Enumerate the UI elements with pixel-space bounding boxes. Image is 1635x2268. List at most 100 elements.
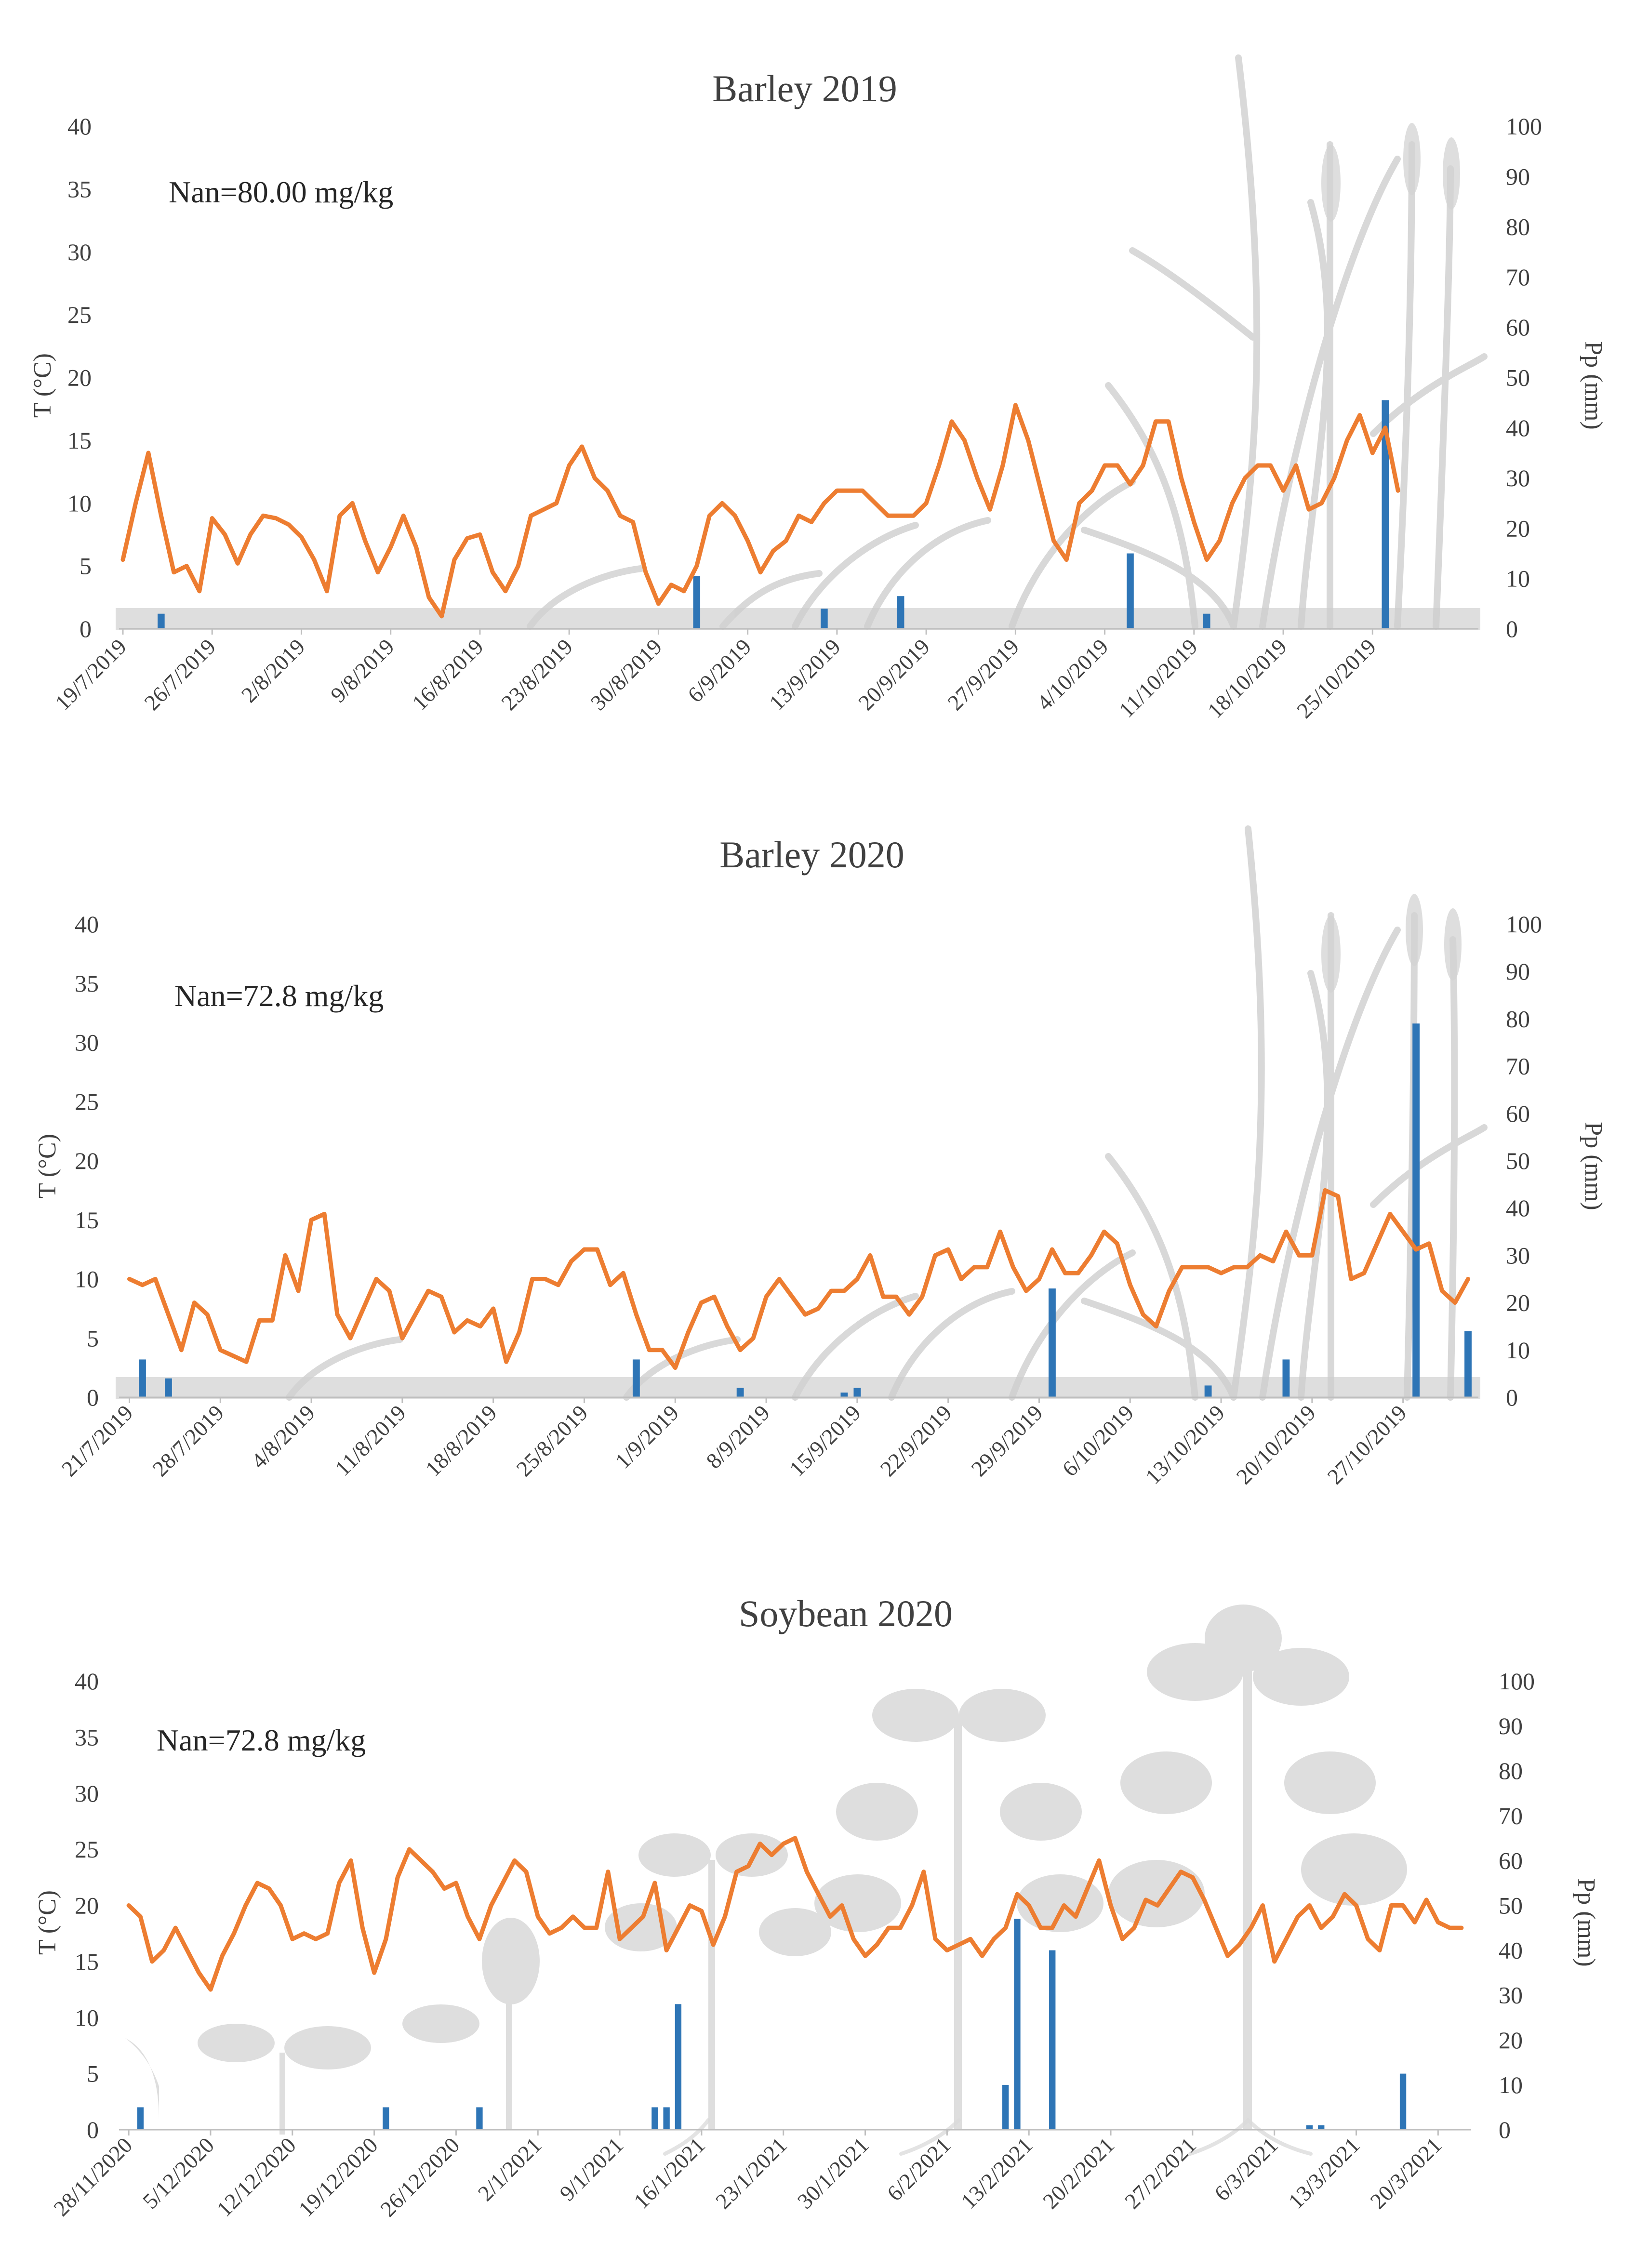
precipitation-bar xyxy=(1412,1023,1420,1397)
y-right-tick-label: 70 xyxy=(1506,264,1530,291)
annotation-nan: Nan=80.00 mg/kg xyxy=(169,175,393,209)
precipitation-bar xyxy=(1127,553,1134,629)
y-axis-left-ticks: 0 5 10 15 20 25 30 35 40 xyxy=(75,1668,99,2143)
y-left-tick-label: 35 xyxy=(75,970,99,997)
y-left-tick-label: 0 xyxy=(80,615,92,642)
x-tick-label: 30/1/2021 xyxy=(793,2133,874,2214)
x-tick-label: 23/8/2019 xyxy=(496,634,577,715)
y-axis-right-ticks: 0 10 20 30 40 50 60 70 80 90 100 xyxy=(1506,113,1542,642)
y-left-tick-label: 35 xyxy=(67,175,92,202)
precipitation-bars xyxy=(139,1023,1472,1397)
x-tick-label: 6/2/2021 xyxy=(882,2133,956,2206)
y-right-tick-label: 20 xyxy=(1499,2027,1523,2054)
x-tick-label: 11/10/2019 xyxy=(1114,634,1202,722)
annotation-nan: Nan=72.8 mg/kg xyxy=(157,1723,366,1757)
x-tick-label: 30/8/2019 xyxy=(586,634,667,715)
y-right-tick-label: 0 xyxy=(1499,2116,1511,2143)
precipitation-bar xyxy=(853,1388,861,1397)
y-right-tick-label: 90 xyxy=(1506,163,1530,190)
chart-soybean-2020: Soybean 2020 Nan=72.8 mg/kg T (°C) Pp (m… xyxy=(34,1592,1600,2221)
y-axis-left-ticks: 0 5 10 15 20 25 30 35 40 xyxy=(67,113,92,642)
x-tick-label: 28/7/2019 xyxy=(147,1400,228,1481)
y-left-tick-label: 25 xyxy=(75,1088,99,1115)
precipitation-bar xyxy=(663,2107,670,2130)
x-tick-label: 20/10/2019 xyxy=(1232,1400,1320,1489)
y-right-tick-label: 60 xyxy=(1499,1847,1523,1874)
x-axis-ticks: 21/7/2019 28/7/2019 4/8/2019 11/8/2019 18/8/… xyxy=(57,1397,1411,1489)
precipitation-bar xyxy=(383,2107,389,2130)
x-tick-label: 8/9/2019 xyxy=(701,1400,774,1473)
y-right-tick-label: 0 xyxy=(1506,1384,1518,1411)
y-left-tick-label: 15 xyxy=(75,1207,99,1233)
precipitation-bar xyxy=(1464,1331,1472,1397)
x-tick-label: 20/3/2021 xyxy=(1365,2133,1446,2214)
y-right-tick-label: 60 xyxy=(1506,314,1530,341)
precipitation-bar xyxy=(476,2107,483,2130)
x-tick-label: 9/8/2019 xyxy=(326,634,399,707)
y-right-tick-label: 50 xyxy=(1499,1892,1523,1919)
y-right-tick-label: 10 xyxy=(1506,565,1530,592)
precipitation-bar xyxy=(1014,1919,1021,2130)
x-tick-label: 21/7/2019 xyxy=(57,1400,138,1481)
x-tick-label: 16/1/2021 xyxy=(629,2133,710,2214)
y-left-tick-label: 40 xyxy=(75,1668,99,1695)
precipitation-bar xyxy=(139,1359,146,1397)
x-tick-label: 1/9/2019 xyxy=(611,1400,684,1473)
precipitation-bar xyxy=(897,596,904,629)
x-tick-label: 20/2/2021 xyxy=(1038,2133,1119,2214)
precipitation-bar xyxy=(840,1393,848,1397)
y-right-tick-label: 40 xyxy=(1506,1194,1530,1221)
y-left-tick-label: 30 xyxy=(75,1029,99,1056)
y-right-tick-label: 20 xyxy=(1506,515,1530,542)
x-tick-label: 4/10/2019 xyxy=(1032,634,1113,715)
y-left-tick-label: 25 xyxy=(67,301,92,328)
y-axis-right-label: Pp (mm) xyxy=(1580,341,1607,429)
y-axis-left-label: T (°C) xyxy=(34,1890,61,1955)
y-left-tick-label: 20 xyxy=(75,1147,99,1174)
y-right-tick-label: 30 xyxy=(1499,1982,1523,2009)
precipitation-bar xyxy=(821,609,828,629)
y-right-tick-label: 0 xyxy=(1506,615,1518,642)
y-right-tick-label: 70 xyxy=(1506,1053,1530,1080)
y-right-tick-label: 30 xyxy=(1506,464,1530,491)
x-tick-label: 20/9/2019 xyxy=(853,634,934,715)
chart-title: Barley 2019 xyxy=(712,67,897,109)
precipitation-bar xyxy=(158,613,165,629)
y-left-tick-label: 40 xyxy=(67,113,92,140)
x-tick-label: 6/9/2019 xyxy=(683,634,756,707)
precipitation-bar xyxy=(1204,1385,1212,1397)
x-tick-label: 16/8/2019 xyxy=(407,634,488,715)
precipitation-bar xyxy=(736,1388,744,1397)
x-axis-ticks: 28/11/2020 5/12/202012/12/202019/12/20202… xyxy=(49,2130,1446,2221)
x-tick-label: 13/2/2021 xyxy=(956,2133,1037,2214)
precipitation-bar xyxy=(632,1359,640,1397)
x-tick-label: 26/7/2019 xyxy=(139,634,220,715)
y-axis-left-ticks: 0 5 10 15 20 25 30 35 40 xyxy=(75,911,99,1411)
barley-plants-illustration xyxy=(116,825,1488,1401)
x-tick-label: 27/10/2019 xyxy=(1322,1400,1411,1489)
y-right-tick-label: 90 xyxy=(1499,1712,1523,1739)
x-tick-label: 19/12/2020 xyxy=(293,2133,382,2221)
y-left-tick-label: 10 xyxy=(75,1266,99,1293)
precipitation-bar xyxy=(1049,1950,1056,2130)
y-left-tick-label: 10 xyxy=(75,2004,99,2031)
y-axis-right-label: Pp (mm) xyxy=(1580,1122,1607,1210)
y-right-tick-label: 50 xyxy=(1506,1147,1530,1174)
y-right-tick-label: 60 xyxy=(1506,1100,1530,1127)
precipitation-bar xyxy=(693,576,701,629)
x-tick-label: 13/3/2021 xyxy=(1284,2133,1365,2214)
precipitation-bar xyxy=(651,2107,658,2130)
y-left-tick-label: 20 xyxy=(67,364,92,391)
precipitation-bar xyxy=(1049,1288,1056,1397)
y-left-tick-label: 30 xyxy=(75,1780,99,1807)
y-left-tick-label: 25 xyxy=(75,1836,99,1863)
x-tick-label: 5/12/2020 xyxy=(138,2133,219,2214)
precipitation-bar xyxy=(1306,2125,1313,2130)
y-right-tick-label: 80 xyxy=(1499,1757,1523,1784)
precipitation-bar xyxy=(1002,2084,1009,2130)
precipitation-bar xyxy=(164,1378,172,1397)
x-tick-label: 23/1/2021 xyxy=(711,2133,792,2214)
y-left-tick-label: 5 xyxy=(87,2060,99,2087)
y-left-tick-label: 40 xyxy=(75,911,99,938)
